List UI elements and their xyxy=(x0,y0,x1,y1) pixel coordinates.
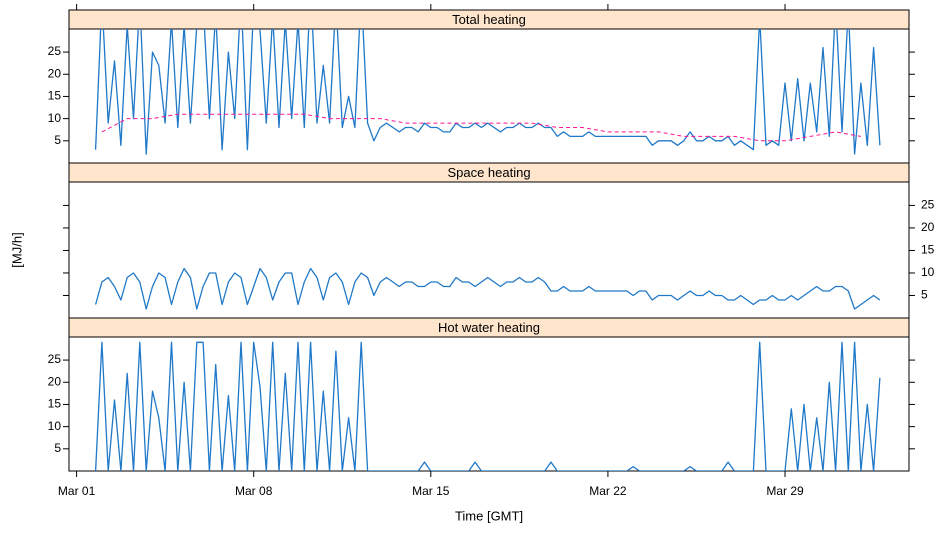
x-tick-label: Mar 29 xyxy=(766,484,804,498)
y-tick-label: 20 xyxy=(48,374,62,388)
strip-title: Space heating xyxy=(447,165,530,180)
y-tick-label: 10 xyxy=(921,265,935,279)
y-tick-label: 20 xyxy=(921,220,935,234)
plot-area xyxy=(94,267,881,310)
y-tick-label: 5 xyxy=(921,288,928,302)
series-line xyxy=(94,29,881,155)
y-tick-label: 10 xyxy=(48,419,62,433)
plot-area xyxy=(94,29,881,155)
x-axis-label: Time [GMT] xyxy=(455,508,523,523)
y-tick-label: 5 xyxy=(54,133,61,147)
x-tick-label: Mar 15 xyxy=(412,484,450,498)
y-tick-label: 15 xyxy=(48,89,62,103)
y-tick-label: 10 xyxy=(48,111,62,125)
series-line xyxy=(94,267,881,310)
plot-area xyxy=(94,341,881,471)
x-tick-label: Mar 01 xyxy=(58,484,96,498)
series-line xyxy=(101,113,861,142)
x-tick-label: Mar 22 xyxy=(589,484,627,498)
y-tick-label: 20 xyxy=(48,66,62,80)
y-tick-label: 15 xyxy=(921,243,935,257)
y-tick-label: 5 xyxy=(54,441,61,455)
plot-frame xyxy=(68,336,910,472)
y-axis-label: [MJ/h] xyxy=(9,232,24,267)
y-tick-label: 25 xyxy=(48,352,62,366)
y-tick-label: 15 xyxy=(48,397,62,411)
y-tick-label: 25 xyxy=(921,198,935,212)
strip-title: Total heating xyxy=(452,12,526,27)
strip-title: Hot water heating xyxy=(438,320,540,335)
y-tick-label: 25 xyxy=(48,44,62,58)
x-tick-label: Mar 08 xyxy=(235,484,273,498)
series-line xyxy=(94,341,881,471)
